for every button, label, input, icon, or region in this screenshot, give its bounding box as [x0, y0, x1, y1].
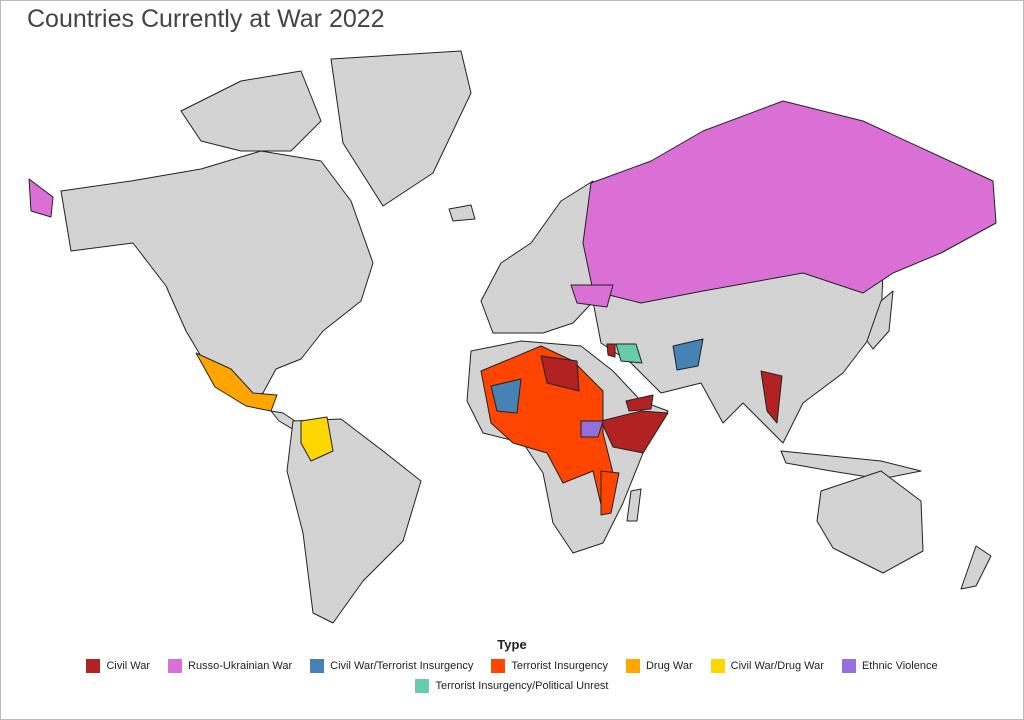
south-america [286, 418, 422, 624]
legend-label: Civil War/Drug War [730, 660, 824, 672]
legend-label: Russo-Ukrainian War [188, 660, 293, 672]
arctic-islands [180, 70, 322, 152]
iceland [448, 204, 476, 222]
legend-label: Civil War/Terrorist Insurgency [330, 660, 474, 672]
region-afghanistan [672, 338, 704, 371]
legend-item: Ethnic Violence [841, 659, 938, 673]
region-drug-war [195, 352, 278, 412]
region-lebanon [606, 343, 616, 358]
legend-label: Drug War [645, 660, 693, 672]
region-ethnic-violence [580, 420, 604, 438]
legend-item: Terrorist Insurgency [491, 659, 608, 673]
legend-item: Russo-Ukrainian War [168, 659, 292, 673]
japan [866, 290, 894, 350]
legend: Civil War Russo-Ukrainian War Civil War/Te… [77, 659, 947, 693]
region-yemen [625, 394, 654, 412]
legend-title: Type [497, 637, 527, 652]
region-mali [490, 378, 522, 414]
region-mozambique [600, 470, 620, 516]
greenland [330, 50, 472, 207]
legend-swatch [415, 679, 430, 693]
legend-item: Civil War/Drug War [710, 659, 824, 673]
legend-label: Civil War [106, 660, 151, 672]
legend-item: Civil War/Terrorist Insurgency [310, 659, 473, 673]
indonesia [780, 450, 922, 480]
legend-item: Terrorist Insurgency/Political Unrest [415, 679, 609, 693]
legend-item: Drug War [625, 659, 693, 673]
legend-label: Terrorist Insurgency/Political Unrest [435, 680, 609, 692]
region-syria [615, 343, 643, 364]
legend-item: Civil War [86, 659, 150, 673]
title: Countries Currently at War 2022 [27, 5, 385, 33]
region-myanmar [760, 370, 783, 424]
region-civil-war-drug-war [300, 416, 334, 462]
region-ukraine [570, 284, 614, 308]
legend-swatch [625, 659, 640, 673]
legend-swatch [168, 659, 183, 673]
region-alaska-tip [28, 178, 54, 218]
legend-swatch [86, 659, 101, 673]
legend-label: Ethnic Violence [861, 660, 938, 672]
europe [480, 180, 604, 334]
region-russia [582, 100, 997, 304]
legend-swatch [710, 659, 725, 673]
legend-label: Terrorist Insurgency [511, 660, 608, 672]
legend-swatch [491, 659, 506, 673]
madagascar [626, 488, 642, 522]
world-map [28, 50, 997, 624]
legend-swatch [841, 659, 856, 673]
region-horn [600, 410, 669, 454]
australia [816, 470, 924, 574]
region-libya [540, 355, 580, 392]
legend-swatch [310, 659, 325, 673]
new-zealand [960, 545, 992, 590]
